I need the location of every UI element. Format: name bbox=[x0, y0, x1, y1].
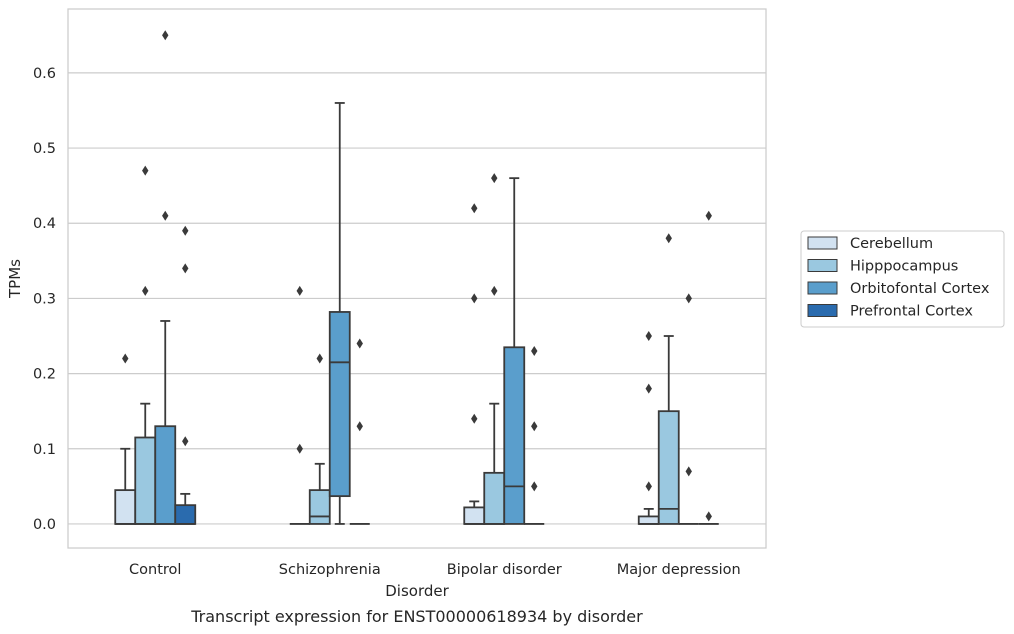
box-iqr bbox=[657, 410, 680, 525]
box-0-2 bbox=[154, 30, 177, 525]
outlier-point bbox=[705, 511, 712, 522]
outlier-point bbox=[182, 436, 189, 447]
outlier-point bbox=[356, 338, 363, 349]
legend: Cerebellum Hipppocampus Orbitofontal Corte… bbox=[800, 230, 1005, 328]
box-0-1 bbox=[134, 165, 157, 525]
legend-swatch bbox=[807, 304, 838, 317]
x-axis-label: Disorder bbox=[385, 582, 449, 600]
y-tick-label: 0.3 bbox=[33, 291, 56, 307]
box-1-0 bbox=[289, 285, 310, 525]
box-iqr bbox=[134, 436, 157, 525]
box-iqr bbox=[174, 504, 197, 525]
y-tick-label: 0.4 bbox=[33, 216, 56, 232]
box-2-3 bbox=[524, 346, 545, 525]
outlier-point bbox=[645, 331, 652, 342]
x-tick-label: Bipolar disorder bbox=[447, 562, 562, 578]
outlier-point bbox=[665, 233, 672, 244]
y-tick-label: 0.2 bbox=[33, 367, 56, 383]
legend-swatch bbox=[807, 259, 838, 272]
box-3-3 bbox=[698, 210, 719, 525]
box-iqr bbox=[503, 346, 526, 525]
outlier-point bbox=[491, 173, 498, 184]
y-tick-label: 0.5 bbox=[33, 141, 56, 157]
box-2-1 bbox=[483, 173, 506, 525]
x-axis-ticks: Control Schizophrenia Bipolar disorder Majo… bbox=[129, 562, 741, 578]
outlier-point bbox=[645, 481, 652, 492]
box-0-3 bbox=[174, 225, 197, 525]
y-tick-label: 0.1 bbox=[33, 442, 56, 458]
outlier-point bbox=[356, 421, 363, 432]
y-axis-ticks: 0.0 0.1 0.2 0.3 0.4 0.5 0.6 bbox=[33, 66, 56, 533]
outlier-point bbox=[685, 466, 692, 477]
outlier-point bbox=[531, 421, 538, 432]
box-3-1 bbox=[657, 233, 680, 525]
chart-caption: Transcript expression for ENST0000061893… bbox=[190, 607, 643, 626]
box-3-2 bbox=[678, 293, 699, 525]
outlier-point bbox=[122, 353, 129, 364]
outlier-point bbox=[296, 443, 303, 454]
outlier-point bbox=[182, 263, 189, 274]
y-axis-label: TPMs bbox=[6, 259, 24, 299]
grid-lines bbox=[68, 72, 766, 525]
outlier-point bbox=[471, 413, 478, 424]
box-1-2 bbox=[328, 102, 351, 525]
outlier-point bbox=[531, 481, 538, 492]
x-tick-label: Major depression bbox=[617, 562, 741, 578]
box-groups bbox=[114, 30, 719, 525]
legend-label: Orbitofontal Cortex bbox=[850, 281, 990, 297]
outlier-point bbox=[296, 285, 303, 296]
box-iqr bbox=[463, 506, 486, 525]
outlier-point bbox=[182, 225, 189, 236]
box-3-0 bbox=[637, 331, 660, 525]
box-iqr bbox=[637, 515, 660, 525]
x-tick-label: Control bbox=[129, 562, 181, 578]
legend-label: Cerebellum bbox=[850, 236, 933, 252]
outlier-point bbox=[162, 210, 169, 221]
box-iqr bbox=[154, 425, 177, 525]
legend-swatch bbox=[807, 236, 838, 250]
box-1-1 bbox=[308, 353, 331, 525]
y-tick-label: 0.0 bbox=[33, 517, 56, 533]
x-tick-label: Schizophrenia bbox=[279, 562, 381, 578]
y-tick-label: 0.6 bbox=[33, 66, 56, 82]
outlier-point bbox=[142, 285, 149, 296]
box-2-0 bbox=[463, 203, 486, 525]
plot-area-frame bbox=[67, 8, 767, 549]
outlier-point bbox=[645, 383, 652, 394]
legend-label: Prefrontal Cortex bbox=[850, 304, 973, 320]
outlier-point bbox=[316, 353, 323, 364]
box-2-2 bbox=[503, 177, 526, 525]
box-iqr bbox=[114, 489, 137, 525]
legend-frame bbox=[800, 230, 1005, 328]
legend-label: Hipppocampus bbox=[850, 259, 958, 275]
outlier-point bbox=[471, 203, 478, 214]
outlier-point bbox=[162, 30, 169, 41]
box-iqr bbox=[308, 489, 331, 525]
outlier-point bbox=[685, 293, 692, 304]
outlier-point bbox=[142, 165, 149, 176]
outlier-point bbox=[531, 346, 538, 357]
outlier-point bbox=[705, 210, 712, 221]
box-0-0 bbox=[114, 353, 137, 525]
outlier-point bbox=[491, 285, 498, 296]
box-iqr bbox=[328, 311, 351, 498]
legend-swatch bbox=[807, 281, 838, 295]
box-1-3 bbox=[349, 338, 370, 525]
outlier-point bbox=[471, 293, 478, 304]
box-iqr bbox=[483, 471, 506, 525]
